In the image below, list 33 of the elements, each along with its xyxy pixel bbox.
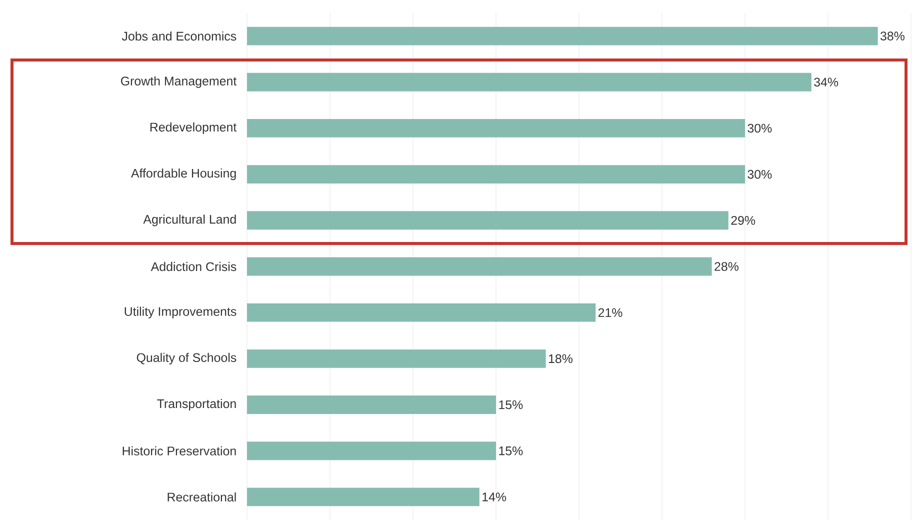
bar [247,442,496,460]
data-label: 30% [748,124,772,133]
y-tick-label: Growth Management [120,76,237,88]
bar [247,72,812,92]
bar [247,119,746,138]
data-label: 38% [880,32,904,40]
bar [247,165,746,184]
y-tick-label: Transportation [157,398,236,411]
y-tick-label: Quality of Schools [136,352,236,364]
y-tick-label: Affordable Housing [130,168,236,180]
data-label: 29% [731,216,756,225]
bar [247,257,712,276]
data-label: 30% [748,170,772,179]
data-label: 15% [499,400,523,410]
data-label: 34% [814,78,838,87]
y-tick-label: Jobs and Economics [122,31,236,41]
bar [247,211,728,230]
bar [247,488,480,506]
bar [247,349,546,368]
y-tick-label: Historic Preservation [122,446,236,456]
bar [247,303,596,322]
bar [247,396,496,414]
data-label: 28% [714,262,738,271]
y-tick-label: Redevelopment [150,122,237,134]
y-tick-label: Recreational [168,492,236,502]
data-label: 18% [548,354,572,364]
y-tick-label: Agricultural Land [143,214,236,226]
data-label: 15% [499,446,523,456]
y-tick-label: Addiction Crisis [150,262,236,272]
data-label: 14% [482,492,506,502]
data-label: 21% [598,308,622,317]
y-tick-label: Utility Improvements [124,306,236,318]
bar [247,26,878,46]
